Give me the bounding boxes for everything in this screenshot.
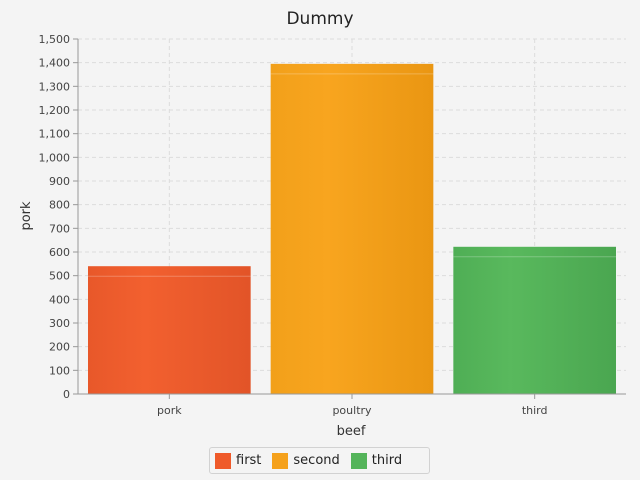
y-tick-label: 1,200: [39, 104, 71, 117]
y-tick-label: 800: [49, 199, 70, 212]
y-tick-label: 900: [49, 175, 70, 188]
x-tick-label: third: [522, 404, 548, 417]
y-tick-label: 1,000: [39, 151, 71, 164]
y-tick-label: 1,400: [39, 57, 71, 70]
y-tick-label: 700: [49, 222, 70, 235]
legend-item-first: first: [215, 452, 262, 469]
legend: first second third: [209, 447, 430, 474]
y-tick-label: 400: [49, 293, 70, 306]
legend-swatch-second: [272, 452, 289, 469]
legend-item-second: second: [272, 452, 340, 469]
legend-swatch-first: [215, 452, 231, 469]
y-tick-label: 500: [49, 270, 70, 283]
y-tick-label: 200: [49, 341, 70, 354]
y-tick-label: 1,500: [39, 33, 71, 46]
y-tick-label: 600: [49, 246, 70, 259]
y-tick-label: 0: [63, 388, 70, 401]
legend-swatch-third: [350, 452, 367, 469]
y-tick-label: 1,300: [39, 80, 71, 93]
axes: 0 100 200 300 400 500 600 700 800 900 1,000 1,100 1,…: [39, 33, 626, 417]
bar-third: [453, 246, 616, 394]
x-tick-label: pork: [157, 404, 182, 417]
chart-title: Dummy: [286, 9, 353, 29]
y-tick-label: 100: [49, 364, 70, 377]
bar-second: [270, 63, 434, 394]
bars: [88, 63, 616, 394]
legend-label-first: first: [236, 453, 262, 468]
x-axis-title: beef: [337, 424, 366, 439]
bar-first: [88, 266, 251, 394]
legend-label-second: second: [293, 453, 340, 468]
x-tick-label: poultry: [332, 404, 372, 417]
y-tick-label: 1,100: [39, 128, 71, 141]
legend-label-third: third: [371, 453, 403, 468]
y-tick-label: 300: [49, 317, 70, 330]
legend-item-third: third: [350, 452, 403, 469]
y-axis-title: pork: [19, 201, 34, 231]
